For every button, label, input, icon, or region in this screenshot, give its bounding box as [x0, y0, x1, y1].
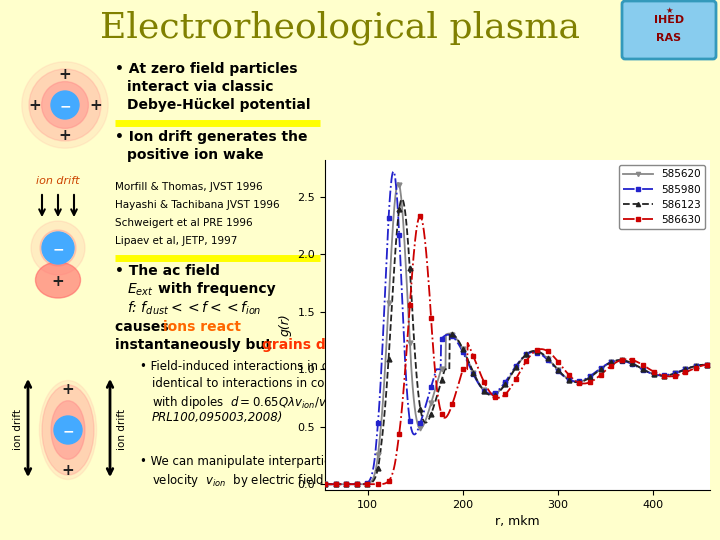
Text: ion drift: ion drift	[117, 409, 127, 450]
Text: +: +	[58, 67, 71, 82]
Text: Debye-Hückel potential: Debye-Hückel potential	[127, 98, 310, 112]
585980	[344, 481, 353, 488]
Ellipse shape	[51, 401, 85, 459]
585620	[652, 372, 661, 378]
Line: 586630: 586630	[325, 217, 710, 484]
Text: Lipaev et al, JETP, 1997: Lipaev et al, JETP, 1997	[115, 236, 238, 246]
Text: interact via classic: interact via classic	[127, 80, 274, 94]
585980	[389, 168, 397, 175]
Text: positive ion wake: positive ion wake	[127, 148, 264, 162]
Ellipse shape	[42, 385, 94, 475]
X-axis label: r, mkm: r, mkm	[495, 515, 540, 528]
586123	[613, 357, 622, 363]
Text: ion drift: ion drift	[13, 409, 23, 450]
586123	[545, 356, 554, 363]
586123	[555, 368, 564, 374]
586630	[320, 481, 329, 488]
585980	[545, 358, 554, 365]
Circle shape	[31, 221, 85, 275]
Ellipse shape	[40, 381, 96, 480]
Text: −: −	[52, 242, 64, 256]
Legend: 585620, 585980, 586123, 586630: 585620, 585980, 586123, 586630	[619, 165, 705, 229]
Text: Hayashi & Tachibana JVST 1996: Hayashi & Tachibana JVST 1996	[115, 200, 279, 210]
586123	[320, 481, 329, 488]
Text: with dipoles  $d = 0.65Q\lambda v_{ion}/v_{th}$  (Ivlev A.V. et al.: with dipoles $d = 0.65Q\lambda v_{ion}/v…	[152, 394, 436, 411]
585620	[344, 481, 353, 488]
Text: IHED: IHED	[654, 15, 684, 25]
585980	[320, 481, 329, 488]
Text: • The ac field: • The ac field	[115, 264, 220, 278]
586630	[415, 213, 424, 220]
Text: ions react: ions react	[163, 320, 241, 334]
Text: ion drift: ion drift	[36, 176, 80, 186]
Circle shape	[29, 69, 101, 141]
Y-axis label: g(r): g(r)	[279, 314, 292, 336]
586630	[613, 359, 622, 365]
586123	[706, 362, 714, 368]
585620	[567, 377, 575, 383]
Circle shape	[40, 230, 76, 266]
586123	[652, 372, 661, 379]
585980	[652, 372, 661, 378]
586630	[344, 481, 353, 488]
Text: • We can manipulate interparticle interaction via ion: • We can manipulate interparticle intera…	[140, 455, 452, 468]
585620	[320, 481, 329, 488]
Ellipse shape	[35, 262, 81, 298]
585980	[613, 357, 622, 364]
Text: RAS: RAS	[657, 33, 682, 43]
586630	[567, 374, 575, 380]
Text: Morfill & Thomas, JVST 1996: Morfill & Thomas, JVST 1996	[115, 182, 263, 192]
Circle shape	[22, 62, 108, 148]
Text: +: +	[58, 128, 71, 143]
Text: +: +	[52, 273, 64, 288]
FancyBboxPatch shape	[622, 1, 716, 59]
Circle shape	[54, 416, 82, 444]
585620	[394, 180, 402, 186]
Text: −: −	[62, 424, 74, 438]
Circle shape	[51, 91, 79, 119]
585620	[545, 357, 554, 363]
586630	[545, 349, 554, 355]
Line: 585620: 585620	[325, 183, 710, 484]
Text: identical to interactions in conventional ER fluids: identical to interactions in conventiona…	[152, 377, 442, 390]
Text: +: +	[28, 98, 41, 112]
Text: +: +	[62, 382, 74, 397]
Text: $f$: $f_{dust}<<f<<f_{ion}$: $f$: $f_{dust}<<f<<f_{ion}$	[127, 300, 261, 318]
Text: velocity  $v_{ion}$  by electric field: velocity $v_{ion}$ by electric field	[152, 472, 324, 489]
585980	[567, 377, 575, 383]
586123	[567, 377, 575, 384]
Text: +: +	[89, 98, 102, 112]
Text: ★: ★	[665, 5, 672, 15]
585620	[706, 362, 714, 368]
Text: with frequency: with frequency	[158, 282, 276, 296]
585980	[706, 362, 714, 368]
Text: grains do not react: grains do not react	[262, 338, 412, 352]
586123	[397, 196, 406, 202]
Text: $E_{ext}$: $E_{ext}$	[127, 282, 153, 299]
585980	[555, 369, 564, 375]
Text: • At zero field particles: • At zero field particles	[115, 62, 297, 76]
586123	[344, 481, 353, 488]
Text: instantaneously but: instantaneously but	[115, 338, 276, 352]
Text: • Ion drift generates the: • Ion drift generates the	[115, 130, 307, 144]
Text: +: +	[62, 463, 74, 478]
Text: PRL100,095003,2008): PRL100,095003,2008)	[152, 411, 284, 424]
Text: Schweigert et al PRE 1996: Schweigert et al PRE 1996	[115, 218, 253, 228]
586630	[706, 361, 714, 368]
585620	[555, 368, 564, 374]
Text: • Field-induced interactions in complex plasmas are: • Field-induced interactions in complex …	[140, 360, 448, 373]
585620	[613, 357, 622, 364]
Line: 586123: 586123	[325, 199, 710, 484]
586630	[555, 360, 564, 366]
Text: causes: causes	[115, 320, 174, 334]
Text: PK-3 Plus, Th. Rev. r (20    ): PK-3 Plus, Th. Rev. r (20 )	[430, 338, 562, 348]
Line: 585980: 585980	[325, 172, 710, 484]
586630	[652, 370, 661, 376]
Circle shape	[42, 82, 89, 129]
Text: −: −	[59, 99, 71, 113]
Circle shape	[42, 232, 74, 264]
Text: Electrorheological plasma: Electrorheological plasma	[100, 11, 580, 45]
